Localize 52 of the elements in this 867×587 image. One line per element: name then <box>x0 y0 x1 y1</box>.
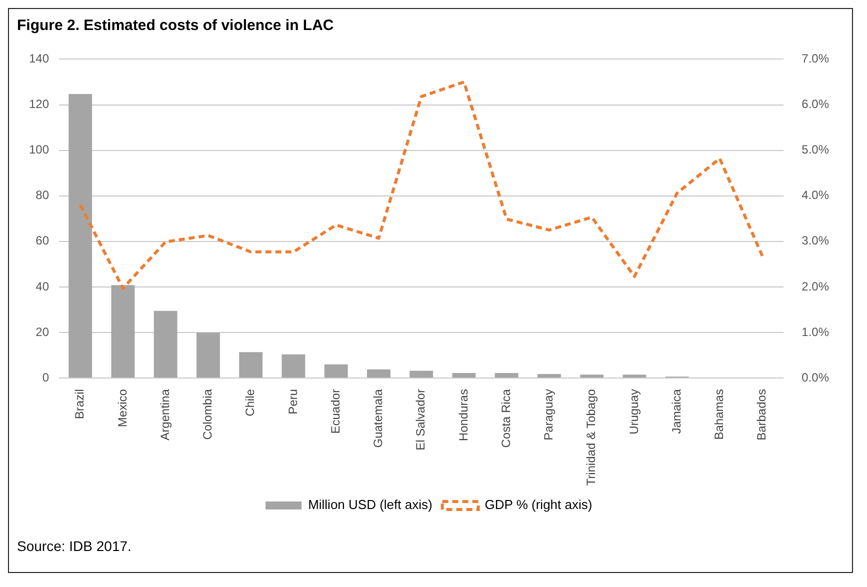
y2-tick-label: 0.0% <box>802 370 830 384</box>
x-tick-label: Trinidad & Tobago <box>584 388 598 486</box>
x-tick-label: Paraguay <box>542 389 556 440</box>
y-tick-label: 40 <box>36 279 50 294</box>
bar <box>154 310 178 378</box>
x-tick-label: Bahamas <box>712 389 726 440</box>
bar <box>580 374 604 378</box>
y2-tick-label: 4.0% <box>802 188 830 202</box>
y2-tick-label: 2.0% <box>802 279 830 294</box>
x-tick-label: Mexico <box>115 388 130 428</box>
x-tick-label: Peru <box>286 389 300 414</box>
y-tick-label: 20 <box>36 324 50 339</box>
x-tick-label: El Salvador <box>414 389 428 450</box>
x-tick-label: Ecuador <box>328 389 342 434</box>
bar <box>366 369 390 378</box>
bar <box>111 285 135 378</box>
legend-label: Million USD (left axis) <box>308 497 432 512</box>
x-tick-label: Chile <box>243 388 258 416</box>
x-tick-label: Barbados <box>754 389 769 440</box>
x-tick-label: Jamaica <box>669 388 684 434</box>
bar <box>324 364 348 378</box>
bar <box>537 374 561 378</box>
bar <box>622 374 646 378</box>
bar <box>68 94 92 378</box>
x-tick-label: Guatemala <box>371 388 386 448</box>
x-tick-label: Brazil <box>72 389 87 420</box>
x-tick-label: Honduras <box>456 389 470 442</box>
x-tick-label: Uruguay <box>626 389 641 434</box>
y-tick-label: 100 <box>28 142 50 157</box>
bar <box>282 354 306 378</box>
x-tick-label: Costa Rica <box>498 388 513 448</box>
y-tick-label: 140 <box>28 52 50 66</box>
line-series <box>78 80 764 290</box>
y2-tick-label: 7.0% <box>802 52 830 66</box>
source-note: Source: IDB 2017. <box>16 538 132 554</box>
y-tick-label: 0 <box>42 370 50 384</box>
chart-title: Figure 2. Estimated costs of violence in LAC <box>16 16 335 34</box>
x-tick-label: Colombia <box>200 388 215 440</box>
y2-tick-label: 5.0% <box>802 142 830 157</box>
bar <box>410 370 434 378</box>
legend-label: GDP % (right axis) <box>484 497 592 512</box>
y2-tick-label: 1.0% <box>802 324 830 339</box>
bar <box>452 373 476 378</box>
bar <box>196 332 220 378</box>
x-tick-label: Argentina <box>158 388 172 440</box>
y-tick-label: 60 <box>36 234 50 248</box>
y2-tick-label: 6.0% <box>802 97 830 112</box>
y-tick-label: 80 <box>36 188 50 202</box>
y2-tick-label: 3.0% <box>802 234 830 248</box>
y-tick-label: 120 <box>28 97 50 112</box>
bar <box>494 373 518 378</box>
bar <box>239 352 263 378</box>
